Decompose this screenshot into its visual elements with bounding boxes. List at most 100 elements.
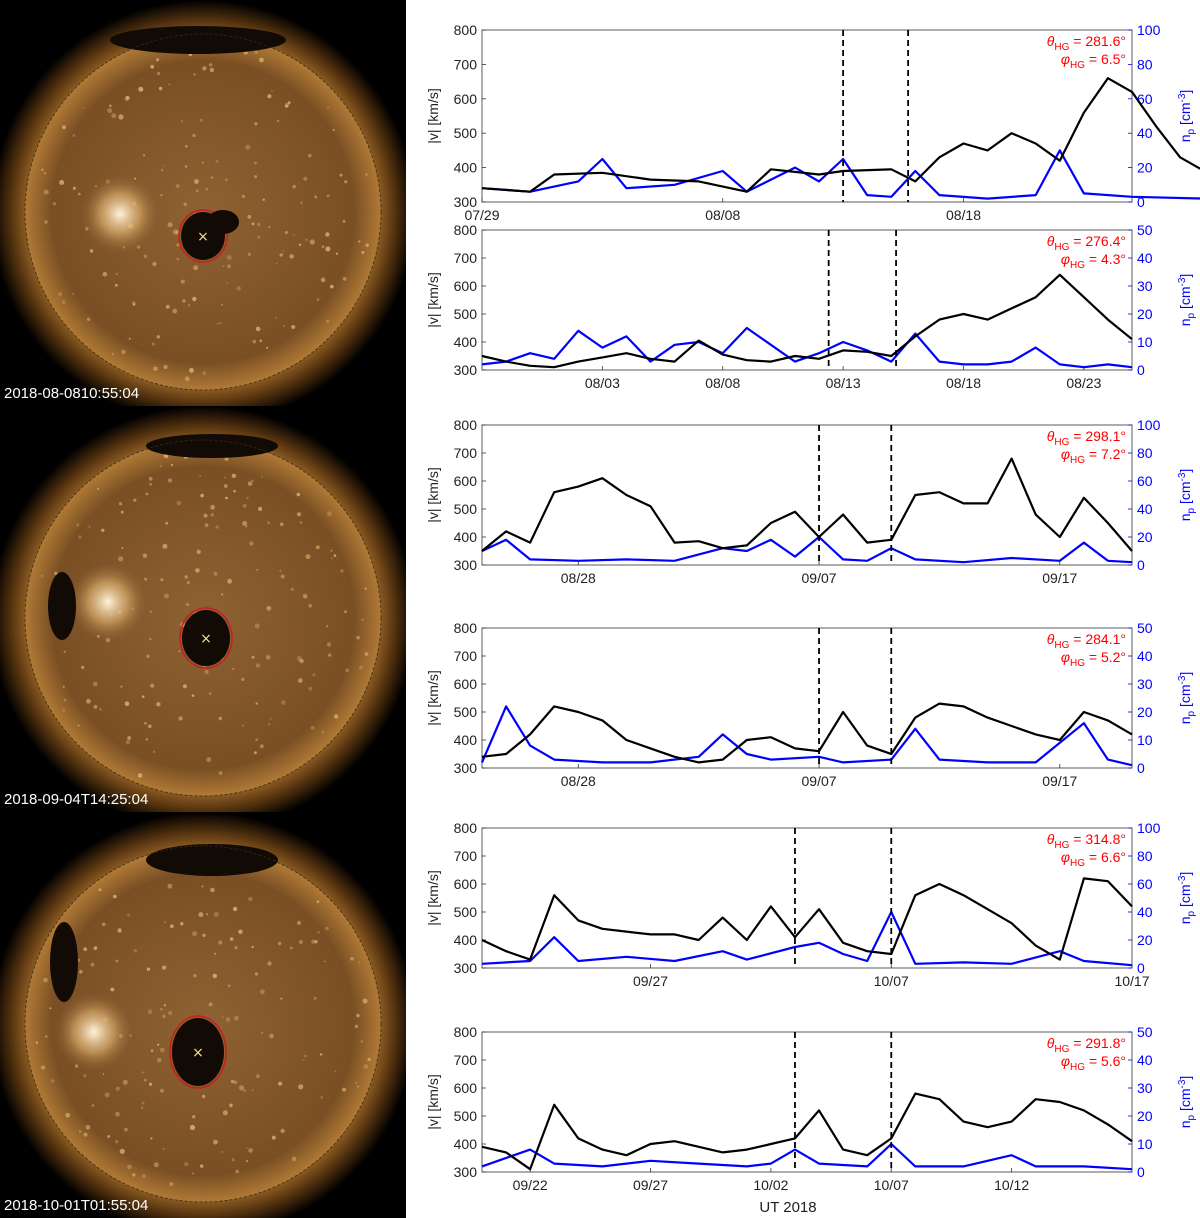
right-tick-label: 40 [1137, 904, 1153, 920]
right-tick-label: 20 [1137, 1108, 1153, 1124]
plot-frame [481, 229, 1133, 371]
plot-frame [481, 627, 1133, 769]
bright-points [35, 863, 371, 1187]
left-tick-label: 500 [454, 306, 478, 322]
theta-annotation: θHG = 276.4° [1047, 233, 1126, 253]
right-tick-label: 20 [1137, 932, 1153, 948]
solar-disk-svg: × [0, 406, 406, 812]
right-tick-label: 80 [1137, 56, 1153, 72]
right-tick-label: 40 [1137, 648, 1153, 664]
x-tick-label: 09/17 [1042, 773, 1077, 789]
left-tick-label: 700 [454, 1052, 478, 1068]
right-tick-label: 60 [1137, 876, 1153, 892]
speed-series [481, 457, 1133, 552]
phi-annotation: φHG = 4.3° [1061, 251, 1126, 271]
left-tick-label: 400 [454, 334, 478, 350]
right-axis-label: np [cm-3] [1177, 672, 1197, 725]
right-tick-label: 40 [1137, 1052, 1153, 1068]
density-series [481, 1142, 1133, 1171]
left-tick-label: 500 [454, 501, 478, 517]
x-tick-label: 09/27 [633, 973, 668, 989]
phi-annotation: φHG = 7.2° [1061, 446, 1126, 466]
right-tick-label: 20 [1137, 306, 1153, 322]
right-tick-label: 50 [1137, 222, 1153, 238]
right-axis-label: np [cm-3] [1177, 469, 1197, 522]
left-tick-label: 700 [454, 445, 478, 461]
phi-annotation: φHG = 5.6° [1061, 1053, 1126, 1073]
right-tick-label: 0 [1137, 960, 1145, 976]
limb-outline [24, 439, 382, 797]
plot-frame [481, 424, 1133, 566]
right-axis-label: np [cm-3] [1177, 274, 1197, 327]
right-tick-label: 0 [1137, 760, 1145, 776]
panel-4: 300 400 500 600 700 800 0 10 20 30 40 50 08/28 09/07 0… [425, 620, 1197, 789]
right-tick-label: 10 [1137, 1136, 1153, 1152]
left-tick-label: 700 [454, 250, 478, 266]
right-tick-label: 40 [1137, 125, 1153, 141]
right-tick-label: 100 [1137, 820, 1161, 836]
right-tick-label: 50 [1137, 620, 1153, 636]
left-axis-label: |v| [km/s] [425, 467, 441, 523]
solar-disk-image-2: × 2018-09-04T14:25:04 [0, 406, 406, 812]
left-axis-label: |v| [km/s] [425, 670, 441, 726]
right-tick-label: 100 [1137, 417, 1161, 433]
plot-frame [481, 827, 1133, 969]
theta-annotation: θHG = 314.8° [1047, 831, 1126, 851]
right-tick-label: 50 [1137, 1024, 1153, 1040]
left-tick-label: 600 [454, 876, 478, 892]
x-tick-label: 10/02 [753, 1177, 788, 1193]
left-tick-label: 400 [454, 732, 478, 748]
left-tick-label: 600 [454, 676, 478, 692]
coronal-hole [110, 26, 286, 54]
left-axis-label: |v| [km/s] [425, 272, 441, 328]
active-region [54, 992, 134, 1072]
solar-disk-svg: × [0, 812, 406, 1218]
theta-annotation: θHG = 284.1° [1047, 631, 1126, 651]
left-tick-label: 500 [454, 125, 478, 141]
right-tick-label: 0 [1137, 194, 1145, 210]
right-tick-label: 10 [1137, 732, 1153, 748]
coronal-hole [48, 572, 76, 640]
panel-2: 300 400 500 600 700 800 0 10 20 30 40 50 08/03 08/08 0… [425, 222, 1197, 391]
left-tick-label: 500 [454, 1108, 478, 1124]
x-tick-label: 10/07 [874, 973, 909, 989]
right-tick-label: 60 [1137, 473, 1153, 489]
right-tick-label: 60 [1137, 91, 1153, 107]
x-tick-label: 08/18 [946, 207, 981, 223]
density-series [480, 705, 1133, 767]
speed-series [481, 273, 1133, 369]
x-tick-label: 09/07 [802, 570, 837, 586]
x-tick-label: 10/12 [994, 1177, 1029, 1193]
euv-image-column: × 2018-08-0810:55:04 × 2018-09-04T14:25:… [0, 0, 406, 1218]
phi-annotation: φHG = 6.6° [1061, 849, 1126, 869]
coronal-hole [146, 844, 278, 876]
left-tick-label: 800 [454, 417, 478, 433]
left-tick-label: 400 [454, 160, 478, 176]
right-tick-label: 30 [1137, 278, 1153, 294]
right-tick-label: 0 [1137, 557, 1145, 573]
left-axis-label: |v| [km/s] [425, 1074, 441, 1130]
left-tick-label: 500 [454, 904, 478, 920]
left-tick-label: 800 [454, 1024, 478, 1040]
left-tick-label: 600 [454, 91, 478, 107]
x-tick-label: 08/08 [705, 375, 740, 391]
limb-outline [24, 33, 382, 391]
right-tick-label: 0 [1137, 362, 1145, 378]
right-tick-label: 20 [1137, 160, 1153, 176]
shared-x-axis-label: UT 2018 [759, 1199, 816, 1216]
solar-disk-image-1: × 2018-08-0810:55:04 [0, 0, 406, 406]
left-tick-label: 600 [454, 473, 478, 489]
bright-points [41, 50, 369, 382]
left-tick-label: 300 [454, 760, 478, 776]
left-tick-label: 300 [454, 557, 478, 573]
left-tick-label: 700 [454, 56, 478, 72]
x-tick-label: 07/29 [464, 207, 499, 223]
right-tick-label: 80 [1137, 445, 1153, 461]
x-tick-label: 08/08 [705, 207, 740, 223]
right-tick-label: 30 [1137, 676, 1153, 692]
x-tick-label: 10/07 [874, 1177, 909, 1193]
left-tick-label: 800 [454, 820, 478, 836]
x-tick-label: 09/22 [513, 1177, 548, 1193]
coronal-hole [207, 210, 239, 234]
x-tick-label: 10/17 [1114, 973, 1149, 989]
